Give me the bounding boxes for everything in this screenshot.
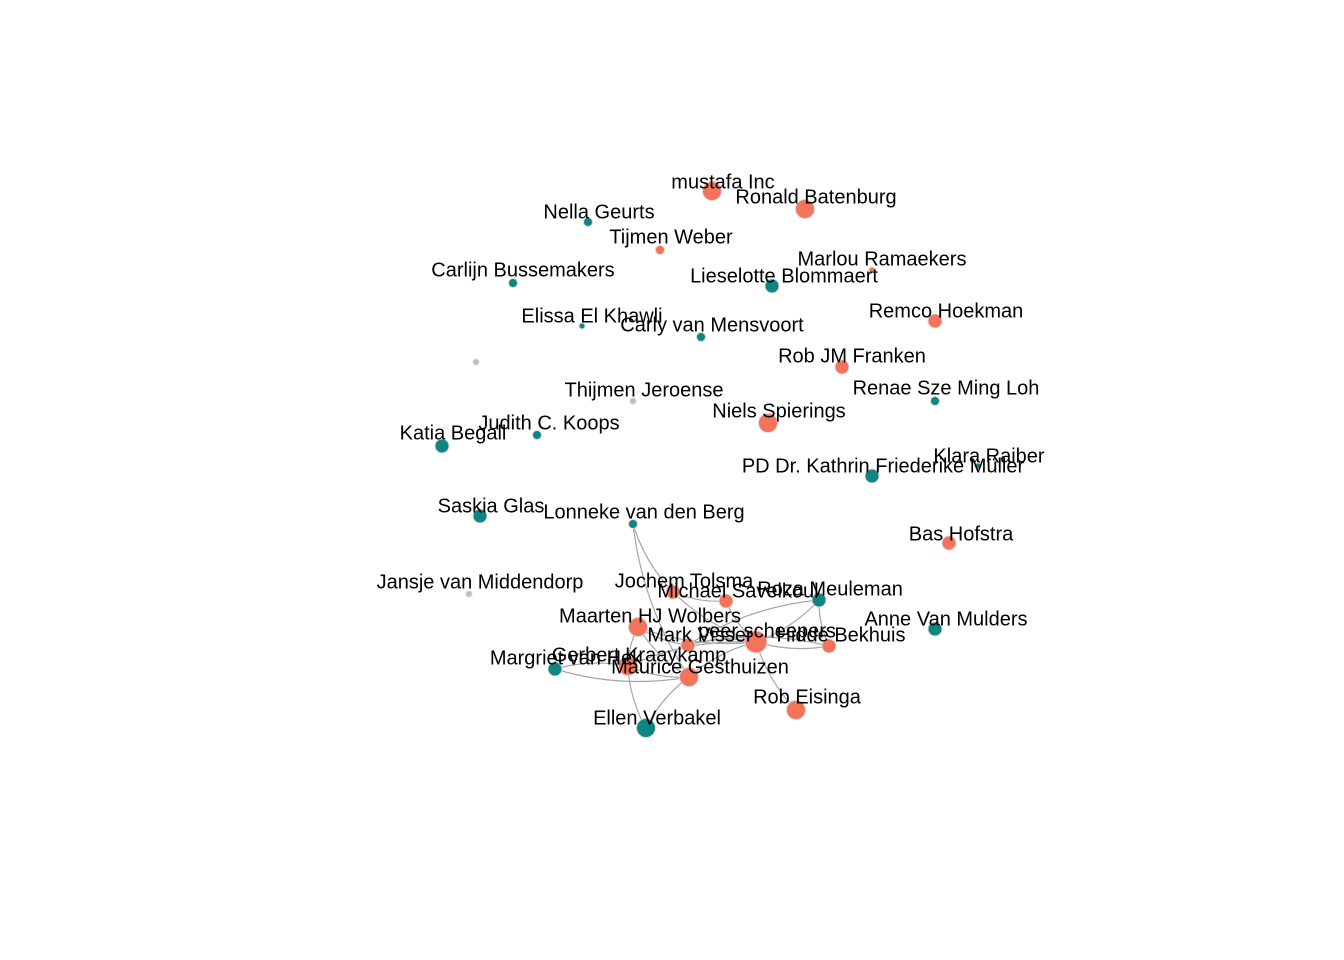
node-weber [655,245,665,255]
node-eisinga [786,700,806,720]
node-bussemakers [508,278,518,288]
node-ramaekers [868,266,876,274]
node-middendorp [465,590,473,598]
node-label-koops: Judith C. Koops [478,412,619,434]
edge-vandenberg-gesthuizen [632,523,690,678]
node-blommaert [764,278,780,294]
node-label-spierings: Niels Spierings [712,400,845,422]
node-label-hofstra: Bas Hofstra [909,523,1014,545]
node-mensvoort [696,332,706,342]
node-label-jeroense: Thijmen Jeroense [565,379,724,401]
node-savelkoul [718,593,734,609]
node-label-vandenberg: Lonneke van den Berg [543,501,744,523]
node-jeroense [629,397,637,405]
node-tolsma [665,584,681,600]
node-begall [434,438,450,454]
node-franken [834,359,850,375]
node-label-glas: Saskia Glas [438,495,545,517]
node-label-hoekman: Remco Hoekman [869,300,1024,322]
node-label-scheepers: peer scheepers [698,620,836,642]
node-glas [472,508,488,524]
node-label-franken: Rob JM Franken [778,345,926,367]
node-label-muller: PD Dr. Kathrin Friederike Müller [742,455,1025,477]
node-vandenberg [628,519,638,529]
node-label-khawli: Elissa El Khawli [521,305,662,327]
node-label-gesthuizen: Maurice Gesthuizen [611,656,789,678]
node-label-margriet: Margriet van Hek [490,647,643,669]
node-label-mulders: Anne Van Mulders [864,608,1027,630]
node-visser [680,637,696,653]
node-label-batenburg: Ronald Batenburg [735,186,896,208]
node-label-meuleman: Roza Meuleman [757,578,903,600]
node-hofstra [941,535,957,551]
node-spierings [758,413,778,433]
node-hoekman [927,313,943,329]
node-raiber [974,462,982,470]
node-label-verbakel: Ellen Verbakel [593,707,721,729]
node-meuleman [811,592,827,608]
node-label-tolsma: Jochem Tolsma [615,570,754,592]
node-khawli [578,322,586,330]
node-margriet [547,661,563,677]
node-label-geurts: Nella Geurts [543,201,654,223]
node-kraaykamp [618,656,638,676]
node-label-savelkoul: Michael Savelkoul [657,580,818,602]
node-label-mustafa: mustafa Inc [671,171,774,193]
node-label-begall: Katia Begall [400,422,507,444]
node-label-weber: Tijmen Weber [609,226,733,248]
node-loh [930,396,940,406]
node-label-kraaykamp: Gerbert Kraaykamp [552,644,727,666]
node-koops [532,430,542,440]
node-scheepers [744,630,768,654]
node-bekhuis [821,638,837,654]
edge-wolbers-scheepers [637,626,757,645]
node-verbakel [636,718,656,738]
node-geurts [583,217,593,227]
node-label-mensvoort: Carly van Mensvoort [620,314,804,336]
nodes-layer [434,181,982,738]
node-label-loh: Renae Sze Ming Loh [853,377,1040,399]
node-label-ramaekers: Marlou Ramaekers [798,248,967,270]
node-label-middendorp: Jansje van Middendorp [377,571,584,593]
node-label-eisinga: Rob Eisinga [753,686,862,708]
node-label-raiber: Klara Raiber [933,445,1045,467]
node-wolbers [628,617,648,637]
edge-meuleman-visser [687,599,820,646]
node-gesthuizen [679,667,699,687]
node-label-visser: Mark Visser [647,624,753,646]
node-batenburg [795,199,815,219]
node-mulders [927,621,943,637]
node-mustafa [702,181,722,201]
node-label-wolbers: Maarten HJ Wolbers [559,605,741,627]
node-unlabeled [472,358,480,366]
node-label-blommaert: Lieselotte Blommaert [690,265,878,287]
edge-margriet-gesthuizen [554,668,690,683]
node-label-bussemakers: Carlijn Bussemakers [431,259,614,281]
node-muller [864,468,880,484]
node-label-bekhuis: Hidde Bekhuis [777,624,906,646]
